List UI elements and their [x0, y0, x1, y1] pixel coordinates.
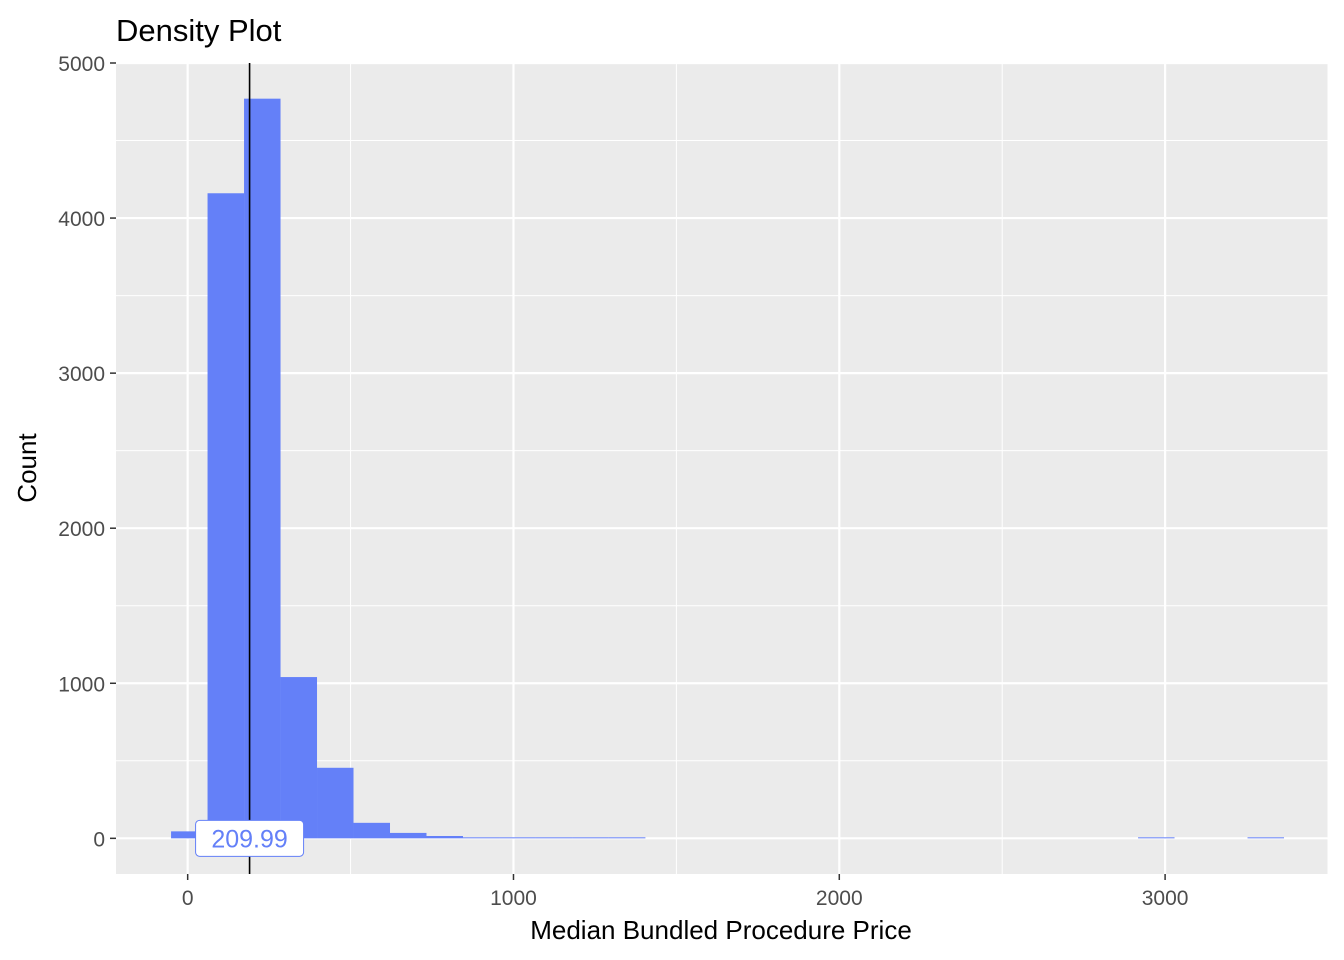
- y-tick-label: 2000: [58, 518, 105, 541]
- histogram-bar: [499, 837, 536, 839]
- histogram-bar: [353, 822, 391, 839]
- histogram-bar: [1247, 837, 1285, 839]
- histogram-bar: [207, 193, 245, 839]
- y-tick-label: 1000: [58, 673, 105, 696]
- histogram-bar: [426, 836, 463, 839]
- y-axis-ticks: 0 1000 2000 3000 4000 5000: [58, 53, 116, 851]
- x-tick-label: 2000: [816, 887, 863, 910]
- x-axis-title: Median Bundled Procedure Price: [530, 915, 912, 945]
- histogram-bar: [608, 837, 646, 839]
- x-tick-label: 0: [182, 887, 194, 910]
- y-axis-title: Count: [12, 433, 42, 503]
- histogram-bar: [572, 837, 609, 839]
- histogram-bar: [317, 767, 354, 839]
- grid-major: [116, 61, 1328, 874]
- x-tick-label: 1000: [490, 887, 537, 910]
- median-label: 209.99: [195, 819, 305, 857]
- grid-minor: [116, 63, 1329, 874]
- median-label-box: [195, 819, 305, 857]
- x-axis-ticks: 0 1000 2000 3000: [182, 874, 1189, 910]
- chart-title: Density Plot: [116, 13, 282, 48]
- plot-panel: [116, 63, 1328, 874]
- histogram-bar: [171, 831, 208, 839]
- histogram-bar: [462, 837, 500, 839]
- histogram-bar: [390, 832, 427, 839]
- y-tick-label: 3000: [58, 363, 105, 386]
- y-tick-label: 5000: [58, 53, 105, 76]
- median-label-text: 209.99: [211, 825, 287, 853]
- y-tick-label: 4000: [58, 208, 105, 231]
- y-tick-label: 0: [93, 828, 105, 851]
- histogram-bar: [535, 837, 573, 839]
- histogram-bar: [1138, 837, 1175, 839]
- x-tick-label: 3000: [1142, 887, 1189, 910]
- histogram-bar: [280, 677, 318, 839]
